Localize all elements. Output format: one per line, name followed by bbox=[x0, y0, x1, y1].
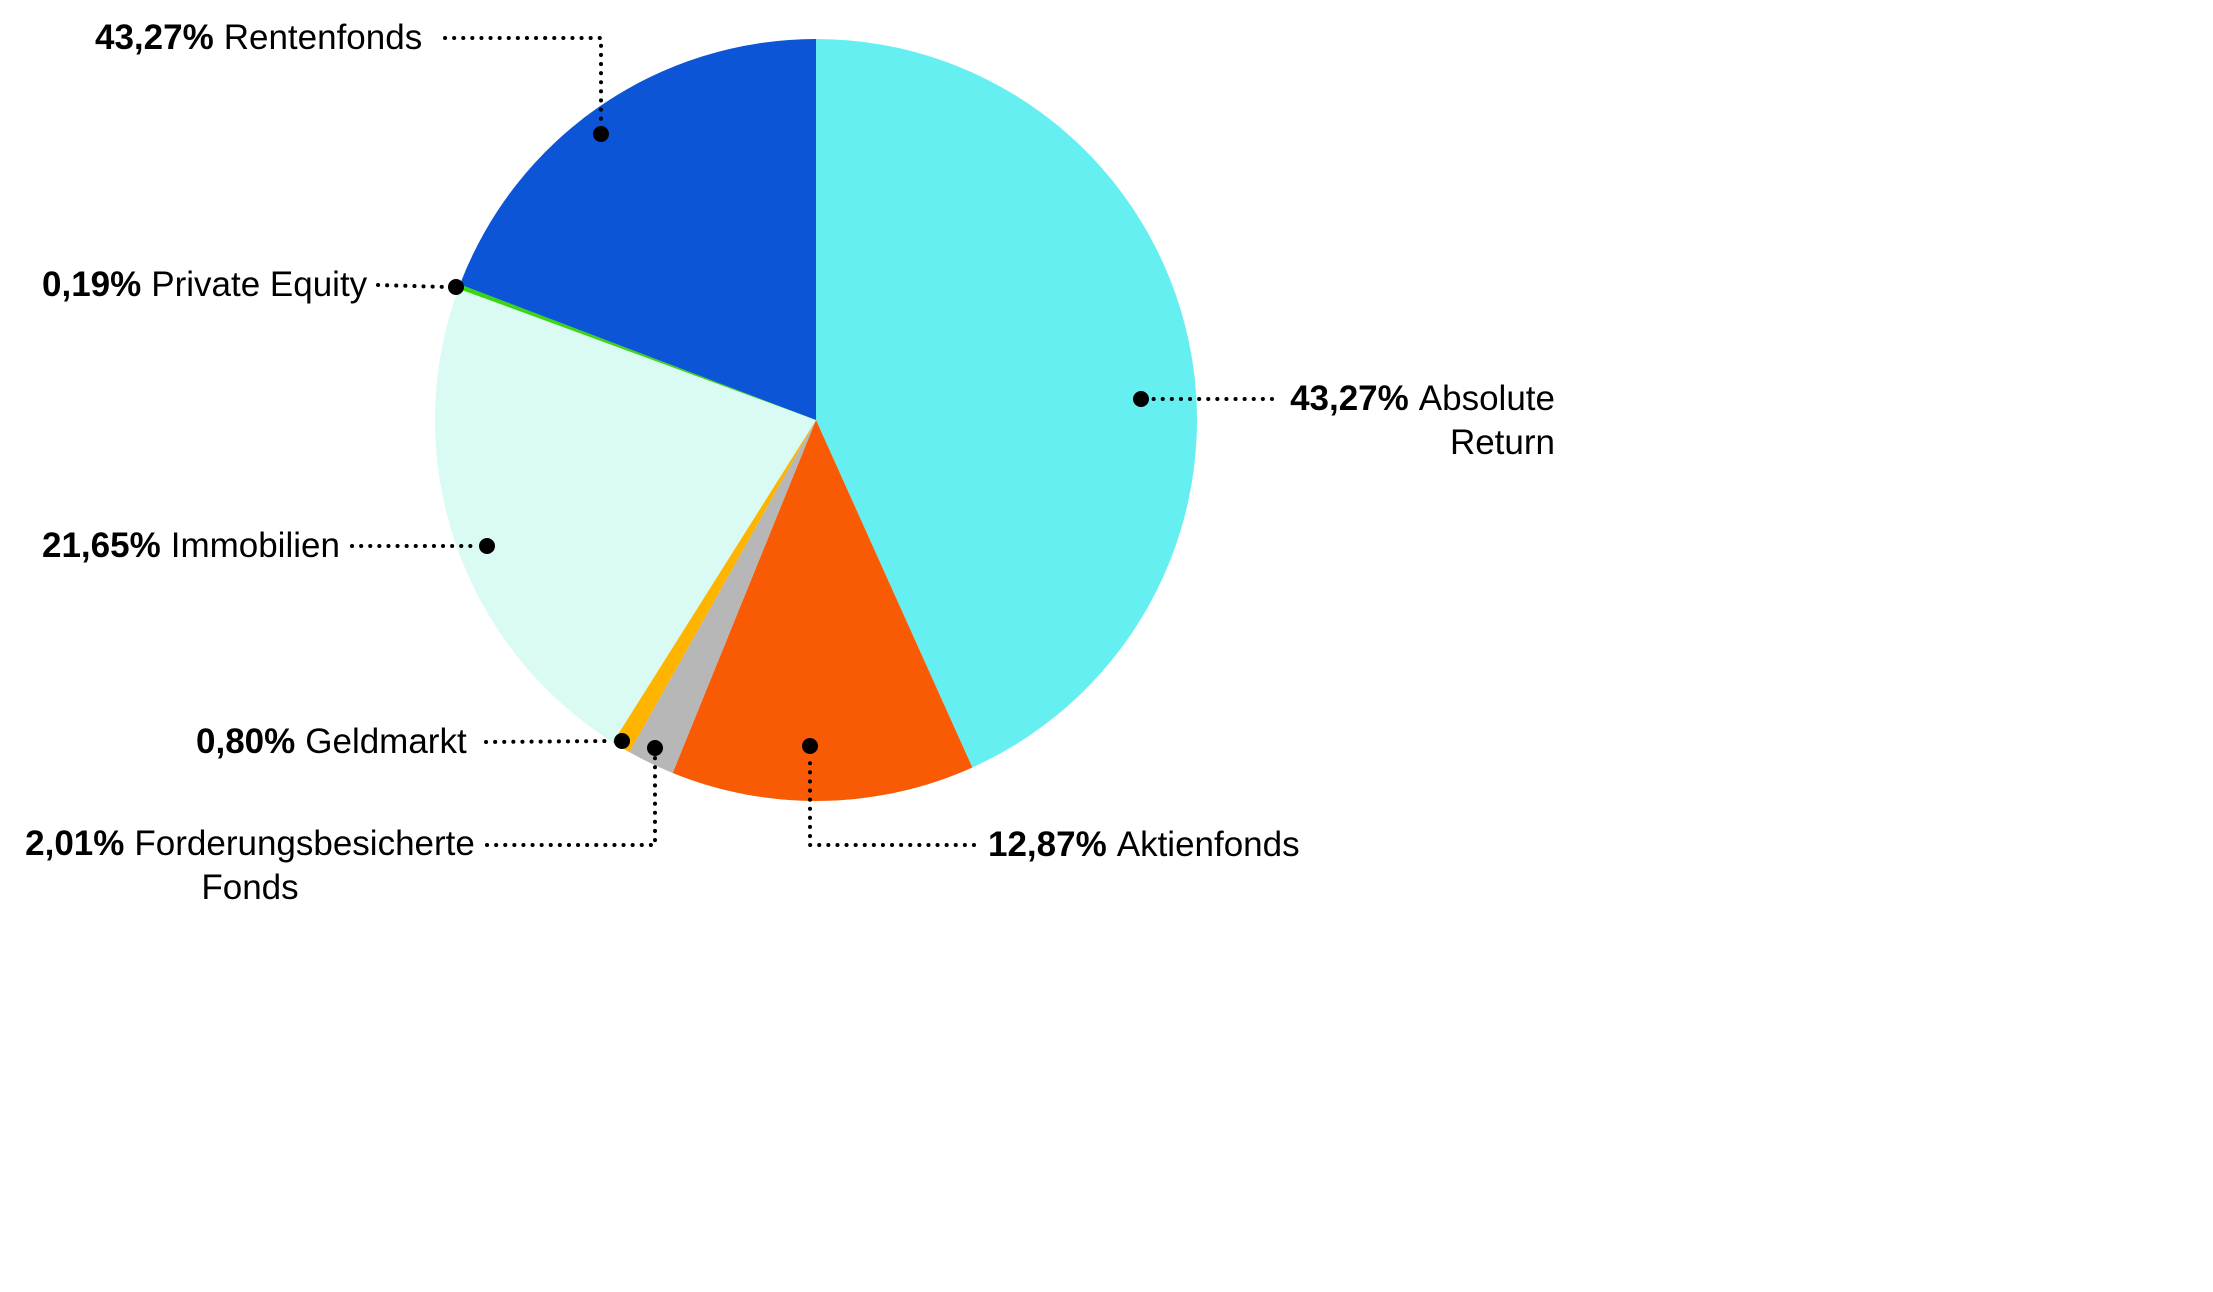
slice-immobilien bbox=[434, 288, 816, 743]
label-forderungsbesicherte-fonds: 2,01% Forderungsbesicherte Fonds bbox=[25, 822, 475, 910]
callout-lines bbox=[350, 36, 1274, 847]
slice-geldmarkt bbox=[612, 420, 816, 753]
label-aktienfonds-name: Aktienfonds bbox=[1116, 825, 1300, 864]
slice-rentenfonds bbox=[459, 39, 816, 420]
label-aktienfonds: 12,87% Aktienfonds bbox=[988, 823, 1300, 867]
label-forderungsbesicherte-fonds-pct: 2,01% bbox=[25, 824, 125, 863]
label-immobilien-pct: 21,65% bbox=[42, 526, 161, 565]
pie-slices bbox=[434, 39, 1197, 802]
leader-dot-immobilien bbox=[479, 538, 495, 554]
label-private-equity-name: Private Equity bbox=[151, 265, 368, 304]
label-forderungsbesicherte-fonds-name: Forderungsbesicherte Fonds bbox=[134, 824, 475, 907]
label-immobilien-name: Immobilien bbox=[170, 526, 340, 565]
slice-aktienfonds bbox=[672, 420, 973, 802]
leader-line-aktienfonds bbox=[808, 754, 976, 847]
slice-absolute-return bbox=[816, 39, 1197, 768]
leader-dot-geldmarkt bbox=[614, 733, 630, 749]
leader-line-forderungsbesicherte bbox=[485, 756, 657, 847]
leader-dot-aktienfonds bbox=[802, 738, 818, 754]
label-absolute-return-pct: 43,27% bbox=[1290, 379, 1409, 418]
leader-line-geldmarkt bbox=[484, 739, 614, 744]
leader-dot-rentenfonds bbox=[593, 126, 609, 142]
label-absolute-return-name: Absolute Return bbox=[1418, 379, 1555, 462]
label-rentenfonds-name: Rentenfonds bbox=[223, 18, 423, 57]
label-private-equity: 0,19% Private Equity bbox=[42, 263, 367, 307]
leader-dot-absolute-return bbox=[1133, 391, 1149, 407]
label-aktienfonds-pct: 12,87% bbox=[988, 825, 1107, 864]
label-geldmarkt: 0,80% Geldmarkt bbox=[196, 720, 467, 764]
label-rentenfonds: 43,27% Rentenfonds bbox=[95, 16, 422, 60]
label-rentenfonds-pct: 43,27% bbox=[95, 18, 214, 57]
slice-forderungsbesicherte-fonds bbox=[629, 420, 816, 773]
slice-private-equity bbox=[458, 284, 816, 420]
label-absolute-return: 43,27% Absolute Return bbox=[1283, 377, 1555, 465]
leader-dot-private-equity bbox=[448, 279, 464, 295]
leader-line-rentenfonds bbox=[443, 36, 603, 127]
label-immobilien: 21,65% Immobilien bbox=[42, 524, 340, 568]
leader-line-private-equity bbox=[376, 283, 449, 289]
leader-dot-forderungsbesicherte bbox=[647, 740, 663, 756]
label-geldmarkt-name: Geldmarkt bbox=[305, 722, 467, 761]
label-geldmarkt-pct: 0,80% bbox=[196, 722, 296, 761]
label-private-equity-pct: 0,19% bbox=[42, 265, 142, 304]
